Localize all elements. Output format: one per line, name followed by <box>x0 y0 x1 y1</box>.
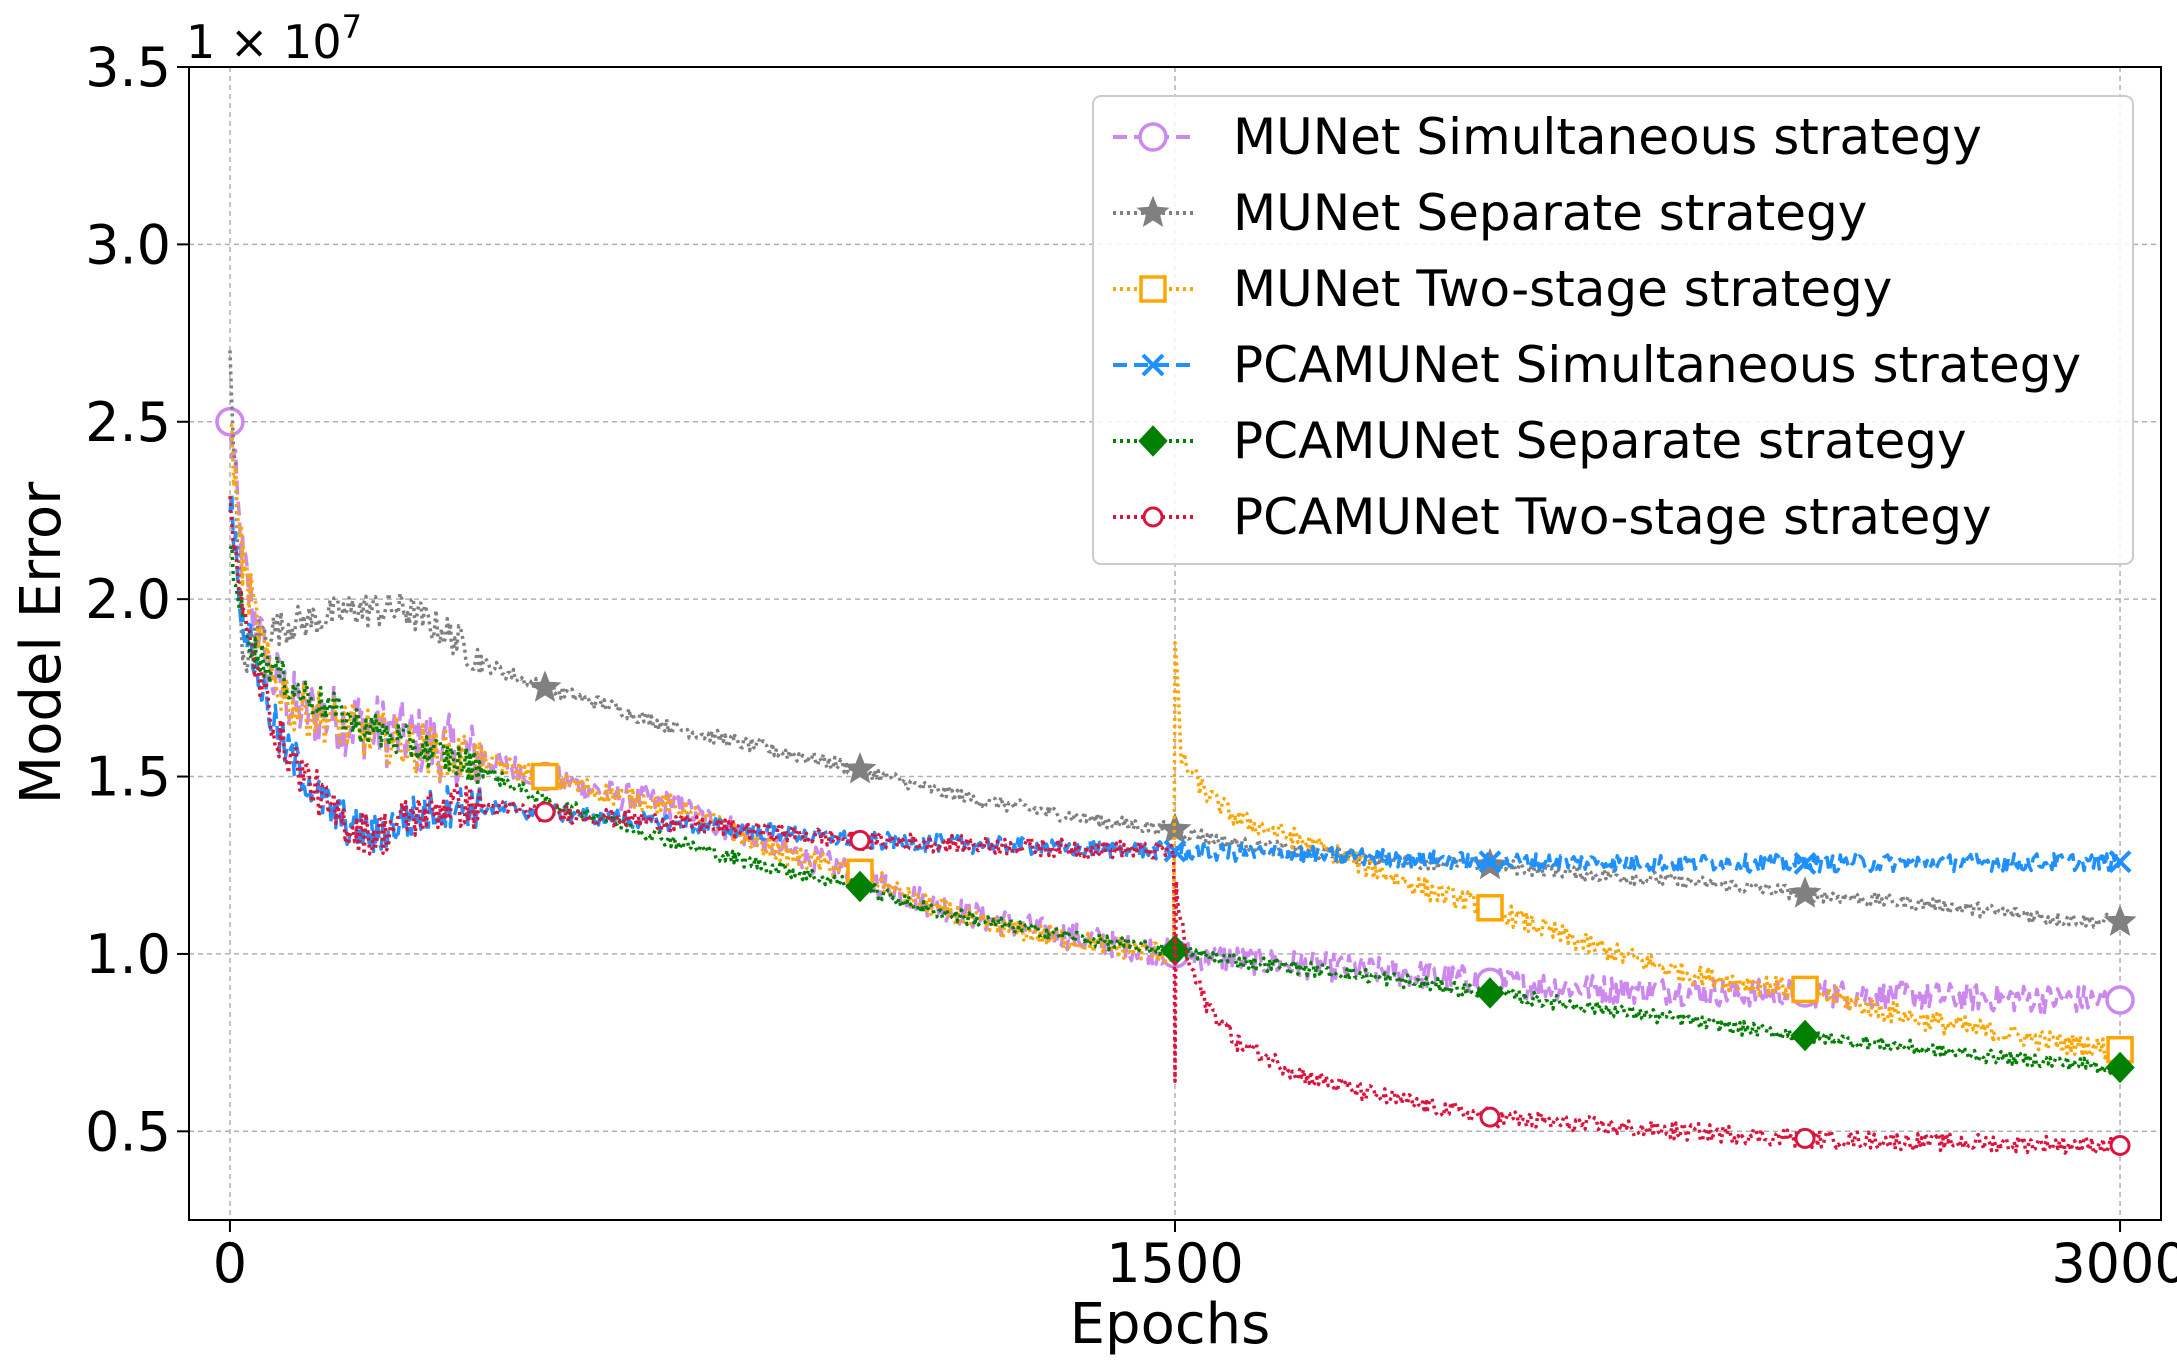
y-tick-label: 2.0 <box>85 568 171 631</box>
data-point-marker <box>1788 876 1822 908</box>
data-point-marker <box>2103 904 2137 936</box>
data-point-marker <box>1794 1127 1816 1149</box>
legend-label: PCAMUNet Simultaneous strategy <box>1233 336 2081 394</box>
data-point-marker <box>2105 985 2135 1015</box>
data-point-marker <box>849 829 871 851</box>
data-point-marker <box>1791 975 1819 1004</box>
legend-marker <box>1138 122 1168 152</box>
data-point-marker <box>1158 812 1192 844</box>
axis-ticks: 0 1500 3000 0.5 1.0 1.5 2.0 2.5 3.0 3.5 <box>85 36 2177 1295</box>
data-point-marker <box>1790 1019 1820 1052</box>
data-point-marker <box>2105 1051 2135 1084</box>
y-tick-label: 2.5 <box>85 391 171 454</box>
data-point-marker <box>1476 894 1504 922</box>
x-tick-label: 1500 <box>1106 1232 1243 1295</box>
legend-label: MUNet Two-stage strategy <box>1233 260 1892 318</box>
y-tick-label: 3.0 <box>85 213 171 276</box>
data-point-marker <box>534 801 556 823</box>
legend-entry: MUNet Two-stage strategy <box>1113 260 1892 318</box>
legend: MUNet Simultaneous strategy MUNet Separat… <box>1092 95 2134 565</box>
legend-label: MUNet Separate strategy <box>1233 184 1867 242</box>
data-point-marker <box>1793 852 1817 875</box>
data-point-marker <box>1478 850 1502 874</box>
data-point-marker <box>1163 839 1187 863</box>
y-tick-label: 0.5 <box>85 1100 171 1163</box>
y-tick-label: 1.5 <box>85 746 171 809</box>
data-point-marker <box>215 407 245 437</box>
legend-entry: MUNet Simultaneous strategy <box>1113 108 1982 166</box>
legend-entry: PCAMUNet Simultaneous strategy <box>1113 336 2081 394</box>
x-axis-label: Epochs <box>1070 1292 1271 1357</box>
data-point-marker <box>843 752 877 784</box>
data-point-marker <box>1479 1106 1501 1128</box>
legend-marker <box>1138 425 1168 457</box>
legend-entry: PCAMUNet Separate strategy <box>1113 412 1967 470</box>
legend-marker <box>1142 506 1164 528</box>
x-tick-label: 0 <box>213 1232 247 1295</box>
legend-frame <box>1092 95 2134 565</box>
legend-entry: MUNet Separate strategy <box>1113 184 1867 242</box>
data-point-marker <box>528 670 562 702</box>
data-point-marker <box>2109 1134 2131 1156</box>
x-tick-label: 3000 <box>2051 1232 2177 1295</box>
y-axis-label: Model Error <box>9 481 74 804</box>
legend-marker <box>1141 353 1165 377</box>
data-point-marker <box>1475 977 1505 1009</box>
legend-marker <box>1136 195 1170 227</box>
legend-entry: PCAMUNet Two-stage strategy <box>1113 488 1992 546</box>
data-point-marker <box>531 762 559 791</box>
y-multiplier: 1 × 107 <box>186 8 362 69</box>
series-6 <box>228 495 2131 1156</box>
data-point-marker <box>845 870 875 903</box>
legend-label: PCAMUNet Two-stage strategy <box>1233 488 1992 546</box>
legend-marker <box>1139 275 1167 303</box>
series-group <box>215 350 2137 1156</box>
y-tick-label: 3.5 <box>85 36 171 99</box>
y-tick-label: 1.0 <box>85 923 171 986</box>
legend-label: MUNet Simultaneous strategy <box>1233 108 1982 166</box>
legend-label: PCAMUNet Separate strategy <box>1233 412 1967 470</box>
data-point-marker <box>2108 850 2132 874</box>
